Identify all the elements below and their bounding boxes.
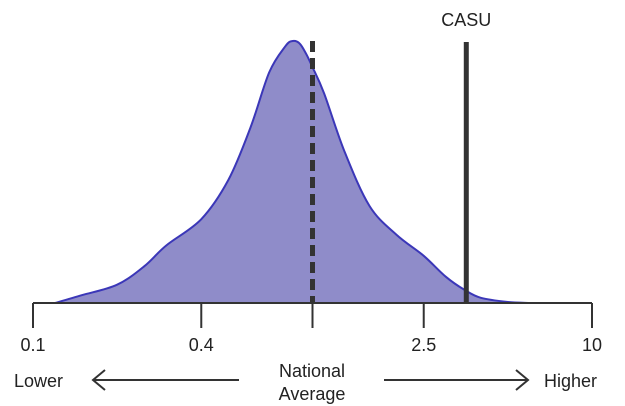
reference-lines: CASU xyxy=(310,10,491,303)
x-tick-label: 0.4 xyxy=(189,335,214,355)
x-tick-label: 2.5 xyxy=(411,335,436,355)
right-arrow-icon xyxy=(384,369,530,391)
x-tick-label: 10 xyxy=(582,335,602,355)
higher-label: Higher xyxy=(544,371,597,391)
x-axis-ticks: 0.1 0.4 2.5 10 xyxy=(20,303,602,355)
x-tick-label: 0.1 xyxy=(20,335,45,355)
casu-label: CASU xyxy=(441,10,491,30)
density-area xyxy=(54,39,531,304)
national-average-label-line2: Average xyxy=(279,384,346,404)
lower-label: Lower xyxy=(14,371,63,391)
national-average-label-line1: National xyxy=(279,361,345,381)
direction-annotations: Lower National Average Higher xyxy=(14,361,597,404)
left-arrow-icon xyxy=(91,369,239,391)
